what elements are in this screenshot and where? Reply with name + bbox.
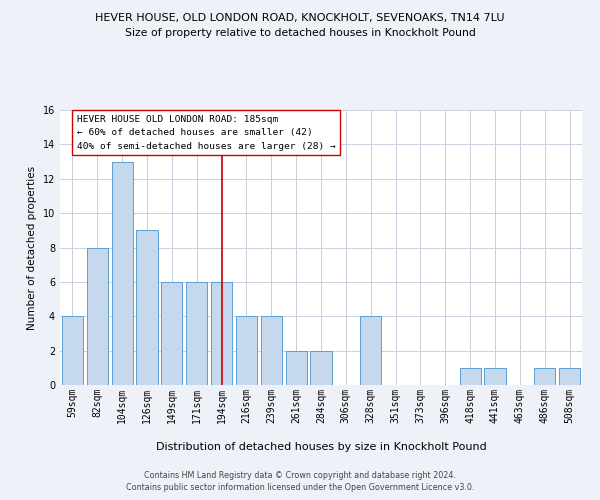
Bar (87, 248, 108, 385)
Bar (460, 368, 481, 385)
Bar (286, 350, 307, 385)
Bar (236, 316, 257, 385)
Bar (62, 316, 83, 385)
Bar (360, 316, 381, 385)
Bar (484, 368, 506, 385)
Bar (161, 282, 182, 385)
Bar (112, 162, 133, 385)
Bar (136, 230, 158, 385)
Text: Size of property relative to detached houses in Knockholt Pound: Size of property relative to detached ho… (125, 28, 475, 38)
Text: HEVER HOUSE OLD LONDON ROAD: 185sqm
← 60% of detached houses are smaller (42)
40: HEVER HOUSE OLD LONDON ROAD: 185sqm ← 60… (77, 115, 335, 150)
Bar (534, 368, 555, 385)
Bar (261, 316, 282, 385)
Y-axis label: Number of detached properties: Number of detached properties (27, 166, 37, 330)
Text: Contains public sector information licensed under the Open Government Licence v3: Contains public sector information licen… (126, 483, 474, 492)
Text: Contains HM Land Registry data © Crown copyright and database right 2024.: Contains HM Land Registry data © Crown c… (144, 470, 456, 480)
Text: HEVER HOUSE, OLD LONDON ROAD, KNOCKHOLT, SEVENOAKS, TN14 7LU: HEVER HOUSE, OLD LONDON ROAD, KNOCKHOLT,… (95, 12, 505, 22)
Bar (211, 282, 232, 385)
Bar (186, 282, 207, 385)
Text: Distribution of detached houses by size in Knockholt Pound: Distribution of detached houses by size … (155, 442, 487, 452)
Bar (559, 368, 580, 385)
Bar (310, 350, 332, 385)
